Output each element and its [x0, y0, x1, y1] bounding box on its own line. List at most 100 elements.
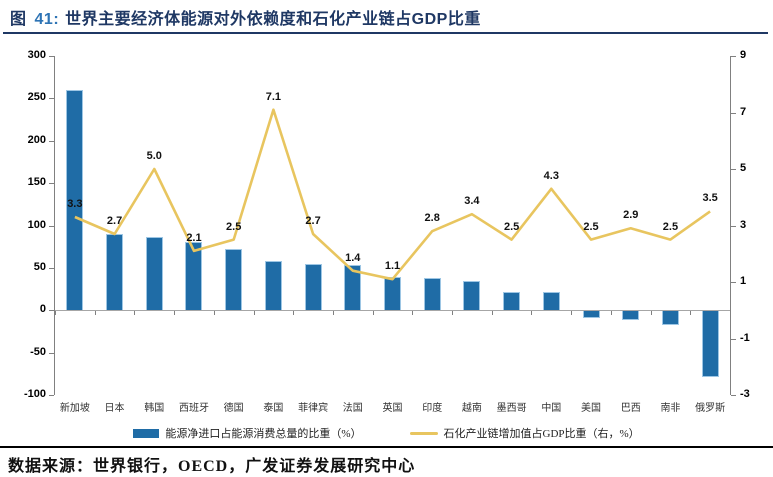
line-point-label: 4.3 — [543, 169, 559, 182]
right-axis-tick-label: 5 — [740, 162, 747, 174]
line-series — [74, 108, 711, 281]
x-axis-label-韩国: 韩国 — [144, 403, 165, 414]
category-tick — [452, 311, 454, 316]
left-axis-tick-label: 150 — [27, 176, 46, 189]
right-axis-tick — [731, 225, 736, 227]
left-axis-tick-label: 100 — [27, 218, 46, 231]
category-tick — [571, 311, 573, 316]
category-tick — [213, 311, 215, 316]
x-axis-label-美国: 美国 — [581, 403, 602, 414]
right-axis-tick-label: 1 — [740, 275, 747, 287]
line-series-swatch — [409, 431, 438, 435]
line-point-label: 3.5 — [702, 192, 718, 205]
x-axis-label-西班牙: 西班牙 — [178, 403, 209, 414]
x-axis-label-英国: 英国 — [382, 403, 403, 414]
bar-中国 — [542, 292, 560, 311]
bar-印度 — [423, 278, 441, 311]
right-axis-tick-label: -3 — [740, 388, 750, 400]
category-tick — [610, 311, 612, 316]
right-axis-tick — [731, 338, 736, 340]
data-source: 数据来源：世界银行，OECD，广发证券发展研究中心 — [8, 458, 416, 475]
bar-德国 — [225, 249, 243, 311]
right-axis-tick — [731, 112, 736, 114]
left-axis-tick-label: 250 — [27, 91, 46, 104]
left-axis-tick — [49, 140, 54, 142]
line-point-label: 1.1 — [384, 260, 401, 273]
line-point-label: 3.4 — [464, 195, 480, 208]
bar-泰国 — [264, 261, 282, 311]
x-axis-label-中国: 中国 — [541, 403, 562, 414]
left-axis-tick — [49, 395, 54, 396]
category-tick — [134, 311, 136, 316]
bar-巴西 — [622, 311, 640, 320]
left-axis-tick-label: -100 — [23, 388, 46, 400]
line-point-label: 2.7 — [305, 214, 321, 227]
bar-法国 — [344, 265, 362, 311]
right-axis-tick — [731, 169, 736, 170]
line-point-label: 2.5 — [226, 220, 242, 233]
figure-number: 41: — [34, 11, 60, 28]
legend: 能源净进口占能源消费总量的比重（%） 石化产业链增加值占GDP比重（右，%） — [0, 424, 773, 442]
category-tick — [94, 311, 96, 316]
x-axis-label-墨西哥: 墨西哥 — [496, 403, 527, 414]
right-axis-tick — [731, 282, 736, 283]
left-axis-tick — [49, 352, 54, 354]
category-tick — [650, 311, 652, 316]
x-axis-label-新加坡: 新加坡 — [59, 403, 90, 414]
right-axis-tick-label: 3 — [740, 218, 747, 231]
category-tick — [332, 311, 334, 316]
bar-菲律宾 — [304, 263, 322, 311]
category-tick — [55, 311, 56, 316]
x-axis-label-俄罗斯: 俄罗斯 — [695, 403, 726, 414]
line-point-label: 2.5 — [583, 220, 599, 233]
bar-俄罗斯 — [701, 311, 719, 377]
line-point-label: 3.3 — [67, 198, 83, 211]
left-axis-tick — [49, 225, 54, 227]
right-axis-spine — [730, 56, 731, 395]
line-point-label: 2.9 — [623, 209, 639, 222]
bar-series-swatch — [133, 428, 160, 438]
x-axis-label-法国: 法国 — [342, 403, 363, 414]
line-point-label: 7.1 — [265, 90, 282, 103]
category-tick — [293, 311, 295, 316]
figure-title: 图 41: 世界主要经济体能源对外依赖度和石化产业链占GDP比重 — [10, 5, 770, 29]
zero-baseline — [55, 310, 730, 312]
figure-label: 图 — [10, 11, 27, 28]
left-axis-tick-label: -50 — [30, 345, 46, 358]
bar-美国 — [582, 311, 600, 319]
category-tick — [253, 311, 255, 316]
left-axis-tick — [49, 56, 54, 57]
left-axis-tick — [49, 310, 54, 312]
title-underline — [3, 32, 768, 34]
bar-韩国 — [145, 237, 163, 311]
left-axis-tick-label: 0 — [39, 303, 46, 316]
bar-新加坡 — [66, 89, 84, 311]
line-point-label: 2.5 — [503, 220, 520, 233]
right-axis-tick-label: 7 — [740, 105, 747, 118]
left-axis-tick — [49, 183, 54, 185]
line-point-label: 2.8 — [424, 212, 440, 225]
legend-item-line-series: 石化产业链增加值占GDP比重（右，%） — [409, 425, 640, 441]
chart-area: 300 250 200 150 100 50 0 -50 -100 9 7 5 3 1 -1 -3 3.3 2.7… — [0, 40, 773, 420]
x-axis-label-菲律宾: 菲律宾 — [298, 403, 329, 414]
right-axis-tick-label: 9 — [740, 49, 747, 61]
line-path — [74, 108, 711, 281]
left-axis-tick-label: 300 — [27, 49, 46, 61]
x-axis-label-南非: 南非 — [660, 403, 681, 414]
category-tick — [174, 311, 176, 316]
figure-title-text: 世界主要经济体能源对外依赖度和石化产业链占GDP比重 — [65, 11, 481, 28]
legend-bar-label: 能源净进口占能源消费总量的比重（%） — [165, 428, 362, 440]
left-axis-tick-label: 50 — [33, 260, 46, 273]
x-axis-label-泰国: 泰国 — [263, 403, 284, 414]
x-axis-label-德国: 德国 — [223, 403, 244, 414]
category-tick — [690, 311, 692, 316]
bar-越南 — [463, 280, 481, 311]
bar-西班牙 — [185, 241, 203, 311]
left-axis-spine — [54, 56, 55, 395]
category-tick — [372, 311, 374, 316]
category-tick — [730, 311, 731, 316]
left-axis-tick — [49, 98, 54, 100]
line-point-label: 5.0 — [146, 150, 162, 162]
right-axis-tick — [731, 395, 736, 396]
